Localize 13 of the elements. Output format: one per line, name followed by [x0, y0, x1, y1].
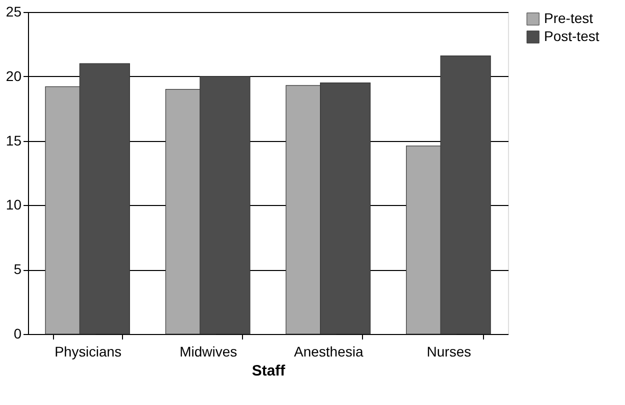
y-tick-label: 15	[6, 132, 22, 148]
x-tick-label: Midwives	[180, 344, 238, 360]
x-tick-label: Physicians	[54, 344, 122, 360]
y-tick-label: 0	[14, 326, 22, 342]
y-tick-label: 25	[6, 4, 22, 20]
y-tick-label: 5	[14, 261, 22, 278]
y-tick-label: 10	[6, 196, 22, 213]
legend-label: Pre-test	[544, 10, 594, 26]
legend-label: Post-test	[544, 28, 600, 44]
x-tick-label: Anesthesia	[294, 344, 364, 360]
y-tick-label: 20	[6, 68, 22, 84]
x-axis-title: Staff	[252, 362, 286, 380]
x-tick-label: Nurses	[426, 344, 472, 360]
